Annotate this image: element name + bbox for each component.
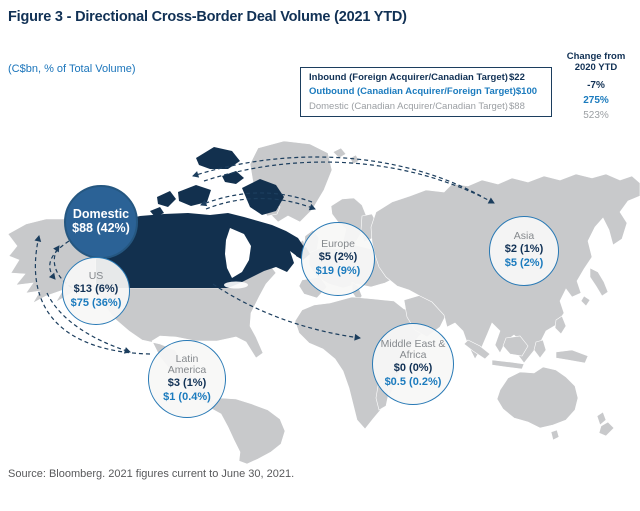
legend-value-inbound: $22 xyxy=(509,71,525,83)
map-new-guinea xyxy=(555,349,589,364)
map-south-america xyxy=(208,397,286,465)
bubble-region-label: Europe xyxy=(321,238,355,251)
map-canada-ellesmere-island xyxy=(196,147,240,169)
bubble-outbound-value: $75 (36%) xyxy=(70,296,122,309)
arrow-canada-to-europe xyxy=(205,197,316,211)
bubble-inbound-value: $0 (0%) xyxy=(393,362,433,374)
map-canada-small-island xyxy=(150,207,164,217)
legend-row-domestic: Domestic (Canadian Acquirer/Canadian Tar… xyxy=(309,100,543,114)
bubble-outbound-value: $0.5 (0.2%) xyxy=(384,375,442,388)
change-header: Change from 2020 YTD xyxy=(552,51,640,73)
map-great-lakes xyxy=(224,281,248,289)
source-note: Source: Bloomberg. 2021 figures current … xyxy=(8,468,295,480)
bubble-inbound-value: $2 (1%) xyxy=(504,243,544,256)
bubble-inbound-value: $13 (6%) xyxy=(73,283,119,296)
map-canada-banks-island xyxy=(157,191,176,207)
arrow-europe-to-canada xyxy=(200,192,313,207)
legend-label-outbound: Outbound (Canadian Acquirer/Foreign Targ… xyxy=(309,86,516,97)
map-sulawesi xyxy=(533,339,547,359)
map-canada-mainland xyxy=(96,213,306,288)
map-canada-baffin-island xyxy=(242,179,284,215)
bubble-middle-east-africa: Middle East & Africa $0 (0%) $0.5 (0.2%) xyxy=(372,323,454,405)
arrow-canada-to-mea xyxy=(212,283,361,341)
map-java xyxy=(491,359,525,370)
change-value-domestic: 523% xyxy=(583,110,609,121)
change-header-line1: Change from xyxy=(566,51,626,62)
bubble-inbound-value: $3 (1%) xyxy=(167,377,207,389)
bubble-region-label: Middle East & Africa xyxy=(380,337,446,362)
bubble-outbound-value: $19 (9%) xyxy=(315,264,361,277)
legend-value-outbound: $100 xyxy=(515,86,538,97)
flow-arrows xyxy=(34,156,495,355)
map-new-zealand-north xyxy=(596,411,607,426)
legend-value-domestic: $88 xyxy=(509,100,525,112)
bubble-europe: Europe $5 (2%) $19 (9%) xyxy=(301,222,375,296)
arrow-canada-to-asia xyxy=(203,161,495,204)
bubble-us: US $13 (6%) $75 (36%) xyxy=(62,257,130,325)
bubble-region-label: US xyxy=(88,270,104,283)
legend-box: Inbound (Foreign Acquirer/Canadian Targe… xyxy=(300,67,552,117)
bubble-inbound-value: $5 (2%) xyxy=(318,251,358,264)
bubble-domestic: Domestic $88 (42%) xyxy=(64,185,138,259)
bubble-region-label: Latin America xyxy=(167,352,207,377)
map-philippines xyxy=(554,315,567,335)
bubble-asia: Asia $2 (1%) $5 (2%) xyxy=(489,216,559,286)
legend-row-inbound: Inbound (Foreign Acquirer/Canadian Targe… xyxy=(309,71,543,85)
map-japan-south xyxy=(580,295,591,307)
change-value-inbound: -7% xyxy=(587,80,605,91)
bubble-latin-america: Latin America $3 (1%) $1 (0.4%) xyxy=(148,340,226,418)
map-tasmania xyxy=(550,429,560,441)
figure-subtitle: (C$bn, % of Total Volume) xyxy=(8,63,136,75)
map-japan xyxy=(589,267,609,297)
legend-label-inbound: Inbound (Foreign Acquirer/Canadian Targe… xyxy=(309,71,508,83)
arrow-canada-to-latam xyxy=(46,292,131,354)
map-borneo xyxy=(502,335,529,357)
map-australia xyxy=(496,366,579,429)
arrow-canada-to-us xyxy=(48,240,70,280)
arrow-latam-to-canada xyxy=(34,235,151,355)
map-sumatra xyxy=(463,339,491,360)
arrow-asia-to-canada xyxy=(192,156,482,197)
bubble-domestic-value: $88 (42%) xyxy=(72,221,130,236)
map-svalbard-east xyxy=(349,154,360,165)
map-hudson-bay xyxy=(225,228,251,278)
change-from-column: Change from 2020 YTD -7% 275% 523% xyxy=(552,51,640,123)
change-value-outbound: 275% xyxy=(583,95,609,106)
legend-label-domestic: Domestic (Canadian Acquirer/Canadian Tar… xyxy=(309,100,508,112)
map-new-zealand-south xyxy=(598,421,615,437)
map-svalbard xyxy=(332,147,347,159)
bubble-outbound-value: $5 (2%) xyxy=(504,256,544,269)
bubble-region-label: Domestic xyxy=(72,207,130,222)
figure-title: Figure 3 - Directional Cross-Border Deal… xyxy=(8,9,407,25)
bubble-region-label: Asia xyxy=(513,230,535,243)
change-header-line2: 2020 YTD xyxy=(574,62,618,73)
bubble-outbound-value: $1 (0.4%) xyxy=(163,390,211,403)
legend-row-outbound: Outbound (Canadian Acquirer/Foreign Targ… xyxy=(309,85,543,99)
